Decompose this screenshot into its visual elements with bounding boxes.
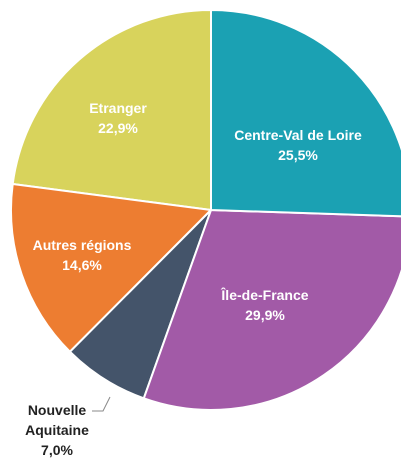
slice-label: Nouvelle Aquitaine 7,0% (2, 400, 112, 460)
slice-label: Centre-Val de Loire 25,5% (233, 125, 363, 165)
slice-label: Etranger 22,9% (58, 98, 178, 138)
value-label: 29,9% (245, 307, 285, 323)
pie-slice (210, 8, 401, 218)
leader-line (92, 396, 111, 412)
value-label: 7,0% (41, 442, 73, 458)
value-label: 14,6% (62, 257, 102, 273)
value-label: 22,9% (98, 120, 138, 136)
slice-label: Autres régions 14,6% (12, 235, 152, 275)
value-label: 25,5% (278, 147, 318, 163)
pie-slice (11, 8, 212, 212)
category-label: Nouvelle Aquitaine (25, 402, 89, 438)
category-label: Autres régions (32, 237, 132, 253)
slice-label: Île-de-France 29,9% (200, 285, 330, 325)
pie-slice (10, 182, 214, 354)
category-label: Etranger (89, 100, 147, 116)
category-label: Île-de-France (221, 287, 309, 303)
category-label: Centre-Val de Loire (234, 127, 362, 143)
pie-slice (142, 208, 401, 411)
